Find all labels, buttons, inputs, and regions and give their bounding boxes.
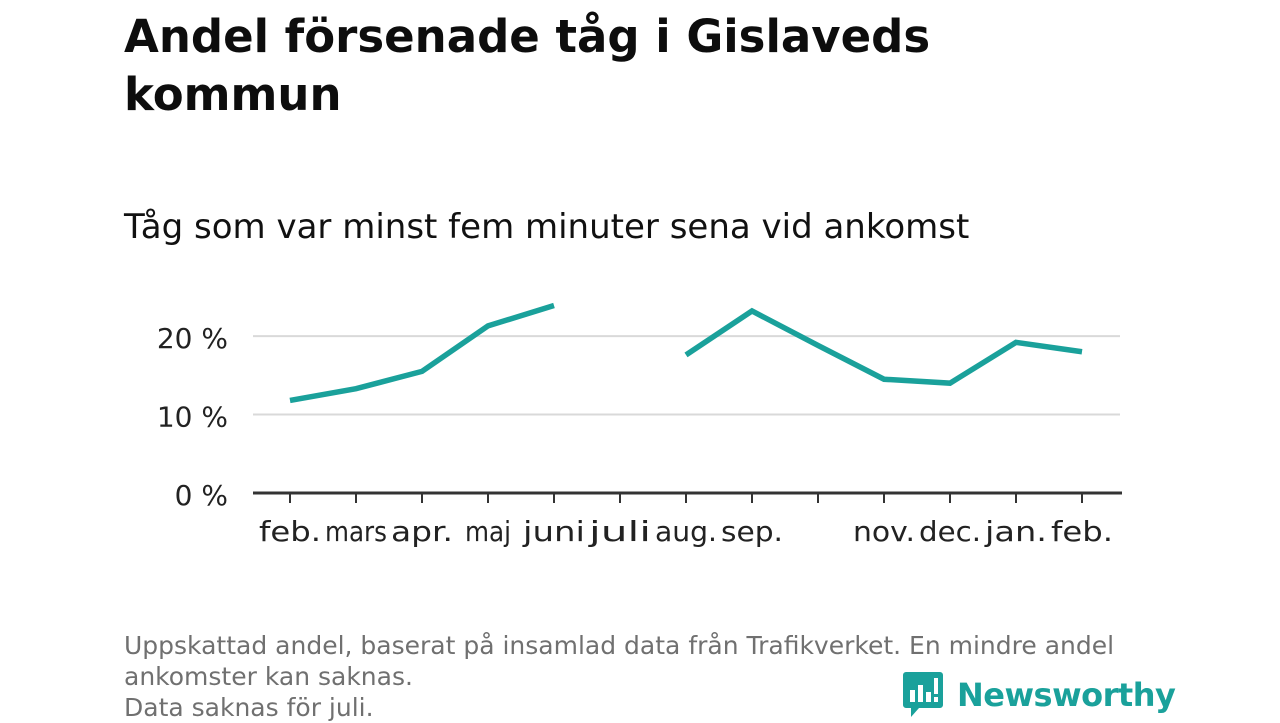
y-tick-label: 0 %	[175, 479, 228, 512]
y-tick-label: 10 %	[157, 401, 228, 434]
x-tick-label: mars	[325, 515, 387, 548]
brand-name: Newsworthy	[957, 676, 1175, 714]
x-tick-label: aug.	[655, 515, 717, 548]
y-tick-label: 20 %	[157, 322, 228, 355]
x-tick-label: dec.	[919, 515, 981, 548]
y-axis-labels: 0 % 10 % 20 %	[157, 322, 228, 512]
x-tick-label: maj	[465, 515, 511, 548]
series-lines	[290, 305, 1082, 400]
grid-lines	[253, 336, 1120, 414]
x-tick-label: apr.	[391, 515, 453, 548]
x-tick-label: sep.	[721, 515, 783, 548]
series-line	[290, 305, 554, 400]
x-tick-label: nov.	[853, 515, 915, 548]
bar-chart-speech-bubble-icon	[903, 672, 943, 718]
x-tick-label: jan.	[984, 515, 1047, 548]
x-tick-label: juni	[522, 515, 585, 548]
x-tick-label: feb.	[1051, 515, 1113, 548]
x-tick-label: feb.	[259, 515, 321, 548]
x-tick-label: juli	[587, 515, 651, 548]
brand-logo: Newsworthy	[903, 670, 1175, 720]
footnote-line-1: Uppskattad andel, baserat på insamlad da…	[124, 630, 1164, 661]
series-line	[686, 311, 1082, 383]
